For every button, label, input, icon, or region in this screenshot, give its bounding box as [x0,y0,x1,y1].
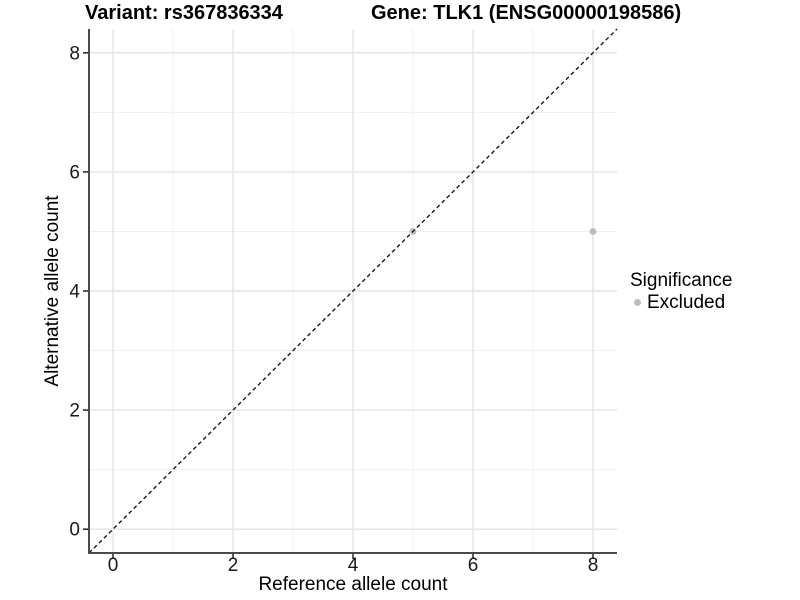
identity-line [88,28,618,554]
legend-item: Excluded [630,293,732,312]
y-tick-label: 2 [69,401,80,422]
y-tick-label: 0 [69,520,80,541]
x-tick-label: 2 [228,555,239,576]
x-tick-label: 0 [108,555,119,576]
x-tick-label: 4 [348,555,359,576]
x-tick-label: 8 [588,555,599,576]
x-tick-label: 6 [468,555,479,576]
legend-item-label: Excluded [647,292,726,313]
legend-title: Significance [630,270,733,291]
legend: Significance Excluded [630,270,733,313]
variant-title: Variant: rs367836334 [85,2,283,24]
x-axis-title: Reference allele count [258,574,448,595]
y-tick-label: 6 [69,162,80,183]
y-axis-title: Alternative allele count [42,195,63,387]
data-point [589,228,597,235]
y-tick-label: 8 [69,43,80,64]
legend-key-dot [634,299,641,306]
legend-items: Excluded [630,293,732,312]
y-tick-label: 4 [69,282,80,303]
gene-title: Gene: TLK1 (ENSG00000198586) [371,2,682,24]
